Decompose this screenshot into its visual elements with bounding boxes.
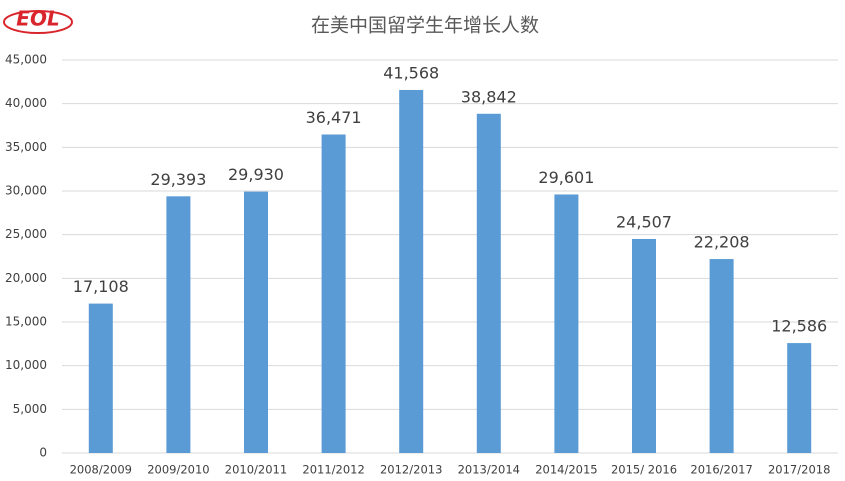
x-tick-label: 2009/2010 (147, 463, 209, 477)
value-label: 36,471 (306, 108, 362, 127)
value-label: 29,393 (150, 170, 206, 189)
y-tick-label: 35,000 (5, 140, 47, 154)
bar (166, 196, 191, 453)
y-tick-label: 45,000 (5, 53, 47, 67)
bar (399, 89, 424, 453)
x-tick-label: 2011/2012 (302, 463, 364, 477)
y-tick-label: 30,000 (5, 184, 47, 198)
x-tick-label: 2012/2013 (380, 463, 442, 477)
value-label: 29,601 (538, 168, 594, 187)
x-tick-label: 2017/2018 (768, 463, 830, 477)
value-label: 22,208 (694, 233, 750, 252)
bar (88, 303, 113, 453)
value-label: 12,586 (771, 317, 827, 336)
value-label: 38,842 (461, 87, 517, 106)
x-tick-label: 2010/2011 (225, 463, 287, 477)
y-tick-label: 5,000 (13, 402, 47, 416)
x-tick-label: 2015/ 2016 (611, 463, 677, 477)
bar (709, 259, 734, 453)
y-tick-label: 20,000 (5, 271, 47, 285)
logo-text: EOL (16, 7, 59, 31)
y-tick-label: 0 (39, 446, 47, 460)
value-label: 41,568 (383, 63, 439, 82)
x-tick-label: 2013/2014 (458, 463, 520, 477)
bar (632, 238, 656, 453)
bar (476, 113, 501, 453)
bar (321, 134, 346, 453)
chart-title: 在美中国留学生年增长人数 (311, 15, 539, 37)
x-tick-label: 2008/2009 (70, 463, 132, 477)
value-label: 24,507 (616, 212, 672, 231)
y-tick-label: 25,000 (5, 227, 47, 241)
logo-swoosh (3, 10, 73, 34)
y-tick-label: 15,000 (5, 315, 47, 329)
x-tick-label: 2014/2015 (535, 463, 597, 477)
bar (554, 194, 579, 453)
y-tick-label: 40,000 (5, 96, 47, 110)
x-tick-label: 2016/2017 (690, 463, 752, 477)
bar (787, 343, 812, 453)
value-label: 29,930 (228, 165, 284, 184)
logo: EOL (3, 7, 73, 34)
bar (244, 191, 268, 453)
value-label: 17,108 (73, 277, 129, 296)
y-tick-label: 10,000 (5, 358, 47, 372)
